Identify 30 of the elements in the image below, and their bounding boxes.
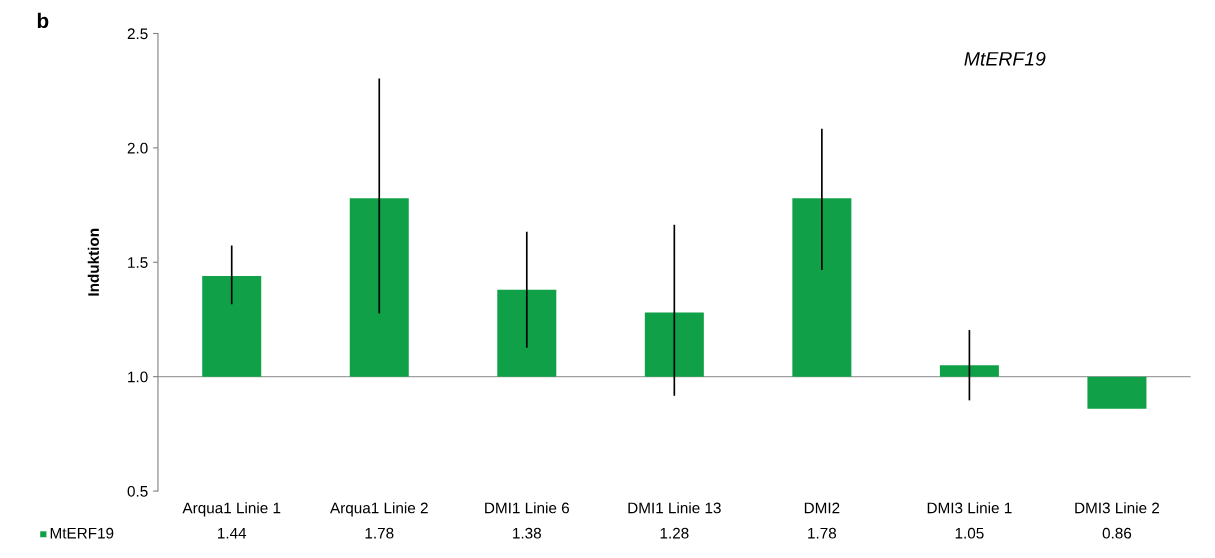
x-tick-label: DMI3 Linie 2 — [1075, 502, 1160, 514]
y-tick-label: 1.5 — [128, 257, 148, 268]
text: b — [37, 12, 49, 29]
y-axis-title: Induktion — [87, 228, 99, 296]
bar — [202, 275, 262, 377]
bar — [349, 198, 409, 377]
data-label: 1.78 — [808, 527, 837, 539]
x-tick-label: DMI2 — [804, 502, 840, 514]
data-label: 1.28 — [660, 527, 689, 539]
bar — [1087, 376, 1147, 409]
y-tick-label: 0.5 — [127, 485, 148, 497]
data-label: 1.38 — [513, 527, 541, 539]
x-tick-label: Arqua1 Linie 2 — [330, 502, 428, 517]
data-label: 0.86 — [1102, 527, 1132, 539]
legend-label: MtERF19 — [50, 527, 114, 539]
bar — [644, 312, 704, 377]
bar — [939, 365, 999, 377]
bar — [497, 289, 557, 377]
y-tick-label: 2.5 — [127, 28, 148, 40]
text: MtERF19 — [964, 51, 1046, 66]
data-label: 1.78 — [365, 527, 394, 539]
y-tick-label: 1.0 — [128, 371, 148, 383]
x-tick-label: DMI1 Linie 13 — [628, 502, 721, 514]
data-label: 1.05 — [955, 527, 984, 539]
x-tick-label: DMI3 Linie 1 — [927, 502, 1012, 514]
x-tick-label: Arqua1 Linie 1 — [182, 502, 281, 517]
x-tick-label: DMI1 Linie 6 — [485, 502, 569, 514]
bar — [792, 198, 852, 377]
data-label: 1.44 — [218, 527, 247, 539]
y-tick-label: 2.0 — [127, 142, 148, 154]
